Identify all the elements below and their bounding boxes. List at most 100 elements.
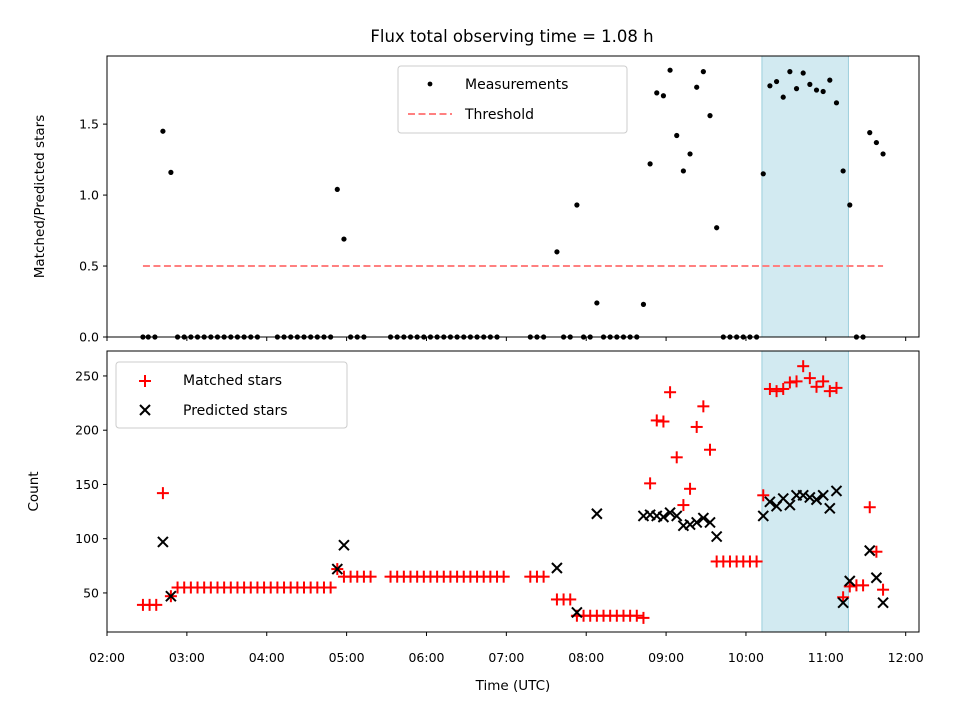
measurement-point <box>760 171 766 177</box>
legend-matched-label: Matched stars <box>183 373 282 389</box>
matched-star-point <box>750 555 763 568</box>
measurement-point <box>800 70 806 76</box>
predicted-star-point <box>591 508 603 520</box>
matched-star-point <box>763 382 776 395</box>
matched-star-point <box>830 381 843 394</box>
top-y-tick-label: 1.5 <box>79 117 99 132</box>
top-highlight-span <box>761 55 849 338</box>
top-panel: 0.0 0.5 1.0 1.5 Matched/Predicted stars Mea… <box>32 55 920 345</box>
predicted-star-point <box>684 518 696 531</box>
top-y-axis-label: Matched/Predicted stars <box>32 115 48 278</box>
measurement-point <box>640 301 647 307</box>
matched-star-point <box>664 386 677 399</box>
bottom-y-ticks: 50 100 150 200 250 <box>75 368 107 600</box>
matched-star-point <box>697 400 710 413</box>
matched-star-point <box>803 372 816 385</box>
legend-measurements-marker <box>427 81 433 87</box>
measurement-point <box>793 86 800 92</box>
top-y-tick-label: 0.0 <box>79 330 99 345</box>
predicted-star-point <box>331 563 343 575</box>
matched-star-point <box>650 414 663 427</box>
measurement-point <box>813 87 820 93</box>
bottom-y-axis-label: Count <box>26 471 42 511</box>
predicted-stars-series <box>157 485 889 619</box>
predicted-star-point <box>877 596 889 609</box>
measurement-point <box>820 88 826 95</box>
x-tick-label: 09:00 <box>648 650 684 665</box>
matched-star-point <box>324 581 337 594</box>
predicted-star-point <box>157 536 169 548</box>
x-tick-label: 08:00 <box>568 650 604 665</box>
matched-star-point <box>870 545 883 558</box>
matched-star-point <box>797 360 810 373</box>
legend-predicted-marker <box>139 404 151 416</box>
measurement-point <box>833 100 840 106</box>
predicted-star-point <box>664 506 676 519</box>
bottom-y-tick-label: 200 <box>75 423 99 438</box>
matched-star-point <box>770 385 783 398</box>
matched-star-point <box>364 570 377 583</box>
legend-matched-marker <box>139 375 151 387</box>
measurement-point <box>847 202 853 208</box>
matched-star-point <box>777 382 790 395</box>
predicted-star-point <box>830 485 843 497</box>
x-tick-label: 11:00 <box>808 650 844 665</box>
x-tick-label: 05:00 <box>329 650 365 665</box>
predicted-star-point <box>864 544 876 557</box>
predicted-star-point <box>870 572 883 584</box>
predicted-star-point <box>697 512 710 524</box>
bottom-y-tick-label: 250 <box>75 368 99 383</box>
predicted-star-point <box>551 562 563 574</box>
predicted-star-point <box>571 606 583 619</box>
top-y-tick-label: 1.0 <box>79 188 99 203</box>
matched-star-point <box>877 583 890 596</box>
matched-star-point <box>670 451 683 464</box>
matched-star-point <box>863 501 876 514</box>
legend-measurements-label: Measurements <box>465 77 568 93</box>
matched-star-point <box>704 443 717 456</box>
bottom-x-ticks: 02:00 03:00 04:00 05:00 06:00 07:00 08:00 09:00… <box>89 632 924 665</box>
measurement-point <box>807 81 813 87</box>
top-x-ticks <box>106 337 907 341</box>
bottom-panel: 50 100 150 200 250 02:00 03:00 04:00 05:00 06:00… <box>26 350 924 694</box>
measurement-point <box>654 90 660 96</box>
measurement-point <box>168 169 174 175</box>
predicted-star-point <box>804 491 816 504</box>
legend-threshold-label: Threshold <box>464 107 534 123</box>
predicted-star-point <box>165 590 177 602</box>
measurement-point <box>647 161 653 167</box>
measurement-point <box>767 83 773 89</box>
measurement-point <box>594 300 600 306</box>
matched-star-point <box>677 499 690 512</box>
measurement-point <box>674 132 680 139</box>
bottom-y-tick-label: 150 <box>75 477 99 492</box>
measurement-point <box>827 77 833 83</box>
x-tick-label: 10:00 <box>728 650 764 665</box>
matched-star-point <box>150 598 163 611</box>
measurement-point <box>707 113 713 119</box>
x-axis-label: Time (UTC) <box>475 678 551 694</box>
measurement-point <box>873 139 880 146</box>
top-y-ticks: 0.0 0.5 1.0 1.5 <box>79 117 107 345</box>
matched-star-point <box>630 609 643 622</box>
top-axes-frame <box>106 55 920 338</box>
measurement-point <box>554 249 560 255</box>
predicted-star-point <box>710 530 723 543</box>
legend-predicted-label: Predicted stars <box>183 403 288 419</box>
matched-star-point <box>690 420 703 433</box>
matched-star-point <box>817 375 830 388</box>
matched-star-point <box>497 570 510 583</box>
predicted-star-point <box>671 510 683 522</box>
matched-star-point <box>757 489 770 502</box>
matched-star-point <box>564 593 577 606</box>
chart-title: Flux total observing time = 1.08 h <box>370 27 653 46</box>
x-tick-label: 04:00 <box>249 650 285 665</box>
predicted-star-point <box>797 489 809 502</box>
measurement-point <box>867 130 873 136</box>
measurement-point <box>341 236 347 242</box>
measurement-point <box>667 67 673 73</box>
matched-star-point <box>156 487 169 500</box>
matched-star-point <box>823 385 836 398</box>
